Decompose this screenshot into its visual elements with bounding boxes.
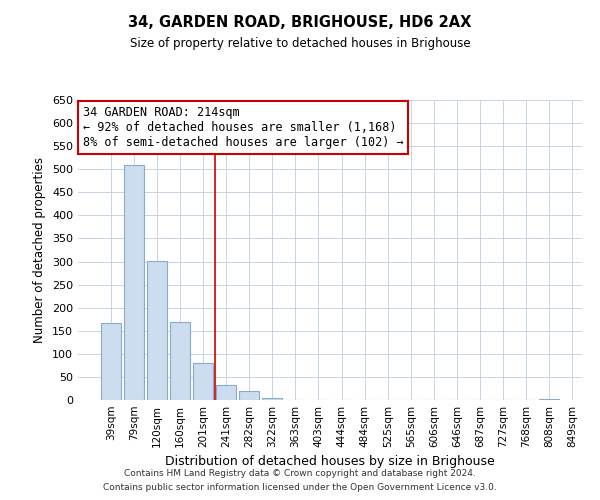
Bar	[101, 323, 121, 400]
Text: Contains HM Land Registry data © Crown copyright and database right 2024.: Contains HM Land Registry data © Crown c…	[124, 468, 476, 477]
Bar	[147, 260, 167, 400]
Y-axis label: Number of detached properties: Number of detached properties	[34, 157, 46, 343]
Text: 34, GARDEN ROAD, BRIGHOUSE, HD6 2AX: 34, GARDEN ROAD, BRIGHOUSE, HD6 2AX	[128, 15, 472, 30]
Bar	[124, 164, 143, 400]
X-axis label: Distribution of detached houses by size in Brighouse: Distribution of detached houses by size …	[165, 456, 495, 468]
Bar	[539, 399, 559, 400]
Bar	[239, 391, 259, 400]
Bar	[262, 398, 282, 400]
Text: Size of property relative to detached houses in Brighouse: Size of property relative to detached ho…	[130, 38, 470, 51]
Text: 34 GARDEN ROAD: 214sqm
← 92% of detached houses are smaller (1,168)
8% of semi-d: 34 GARDEN ROAD: 214sqm ← 92% of detached…	[83, 106, 404, 149]
Bar	[217, 385, 236, 400]
Bar	[193, 363, 213, 400]
Text: Contains public sector information licensed under the Open Government Licence v3: Contains public sector information licen…	[103, 484, 497, 492]
Bar	[170, 322, 190, 400]
